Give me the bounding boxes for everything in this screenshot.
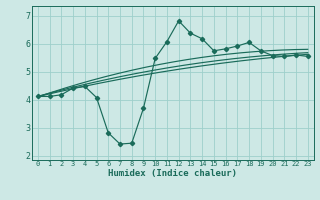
X-axis label: Humidex (Indice chaleur): Humidex (Indice chaleur) [108,169,237,178]
